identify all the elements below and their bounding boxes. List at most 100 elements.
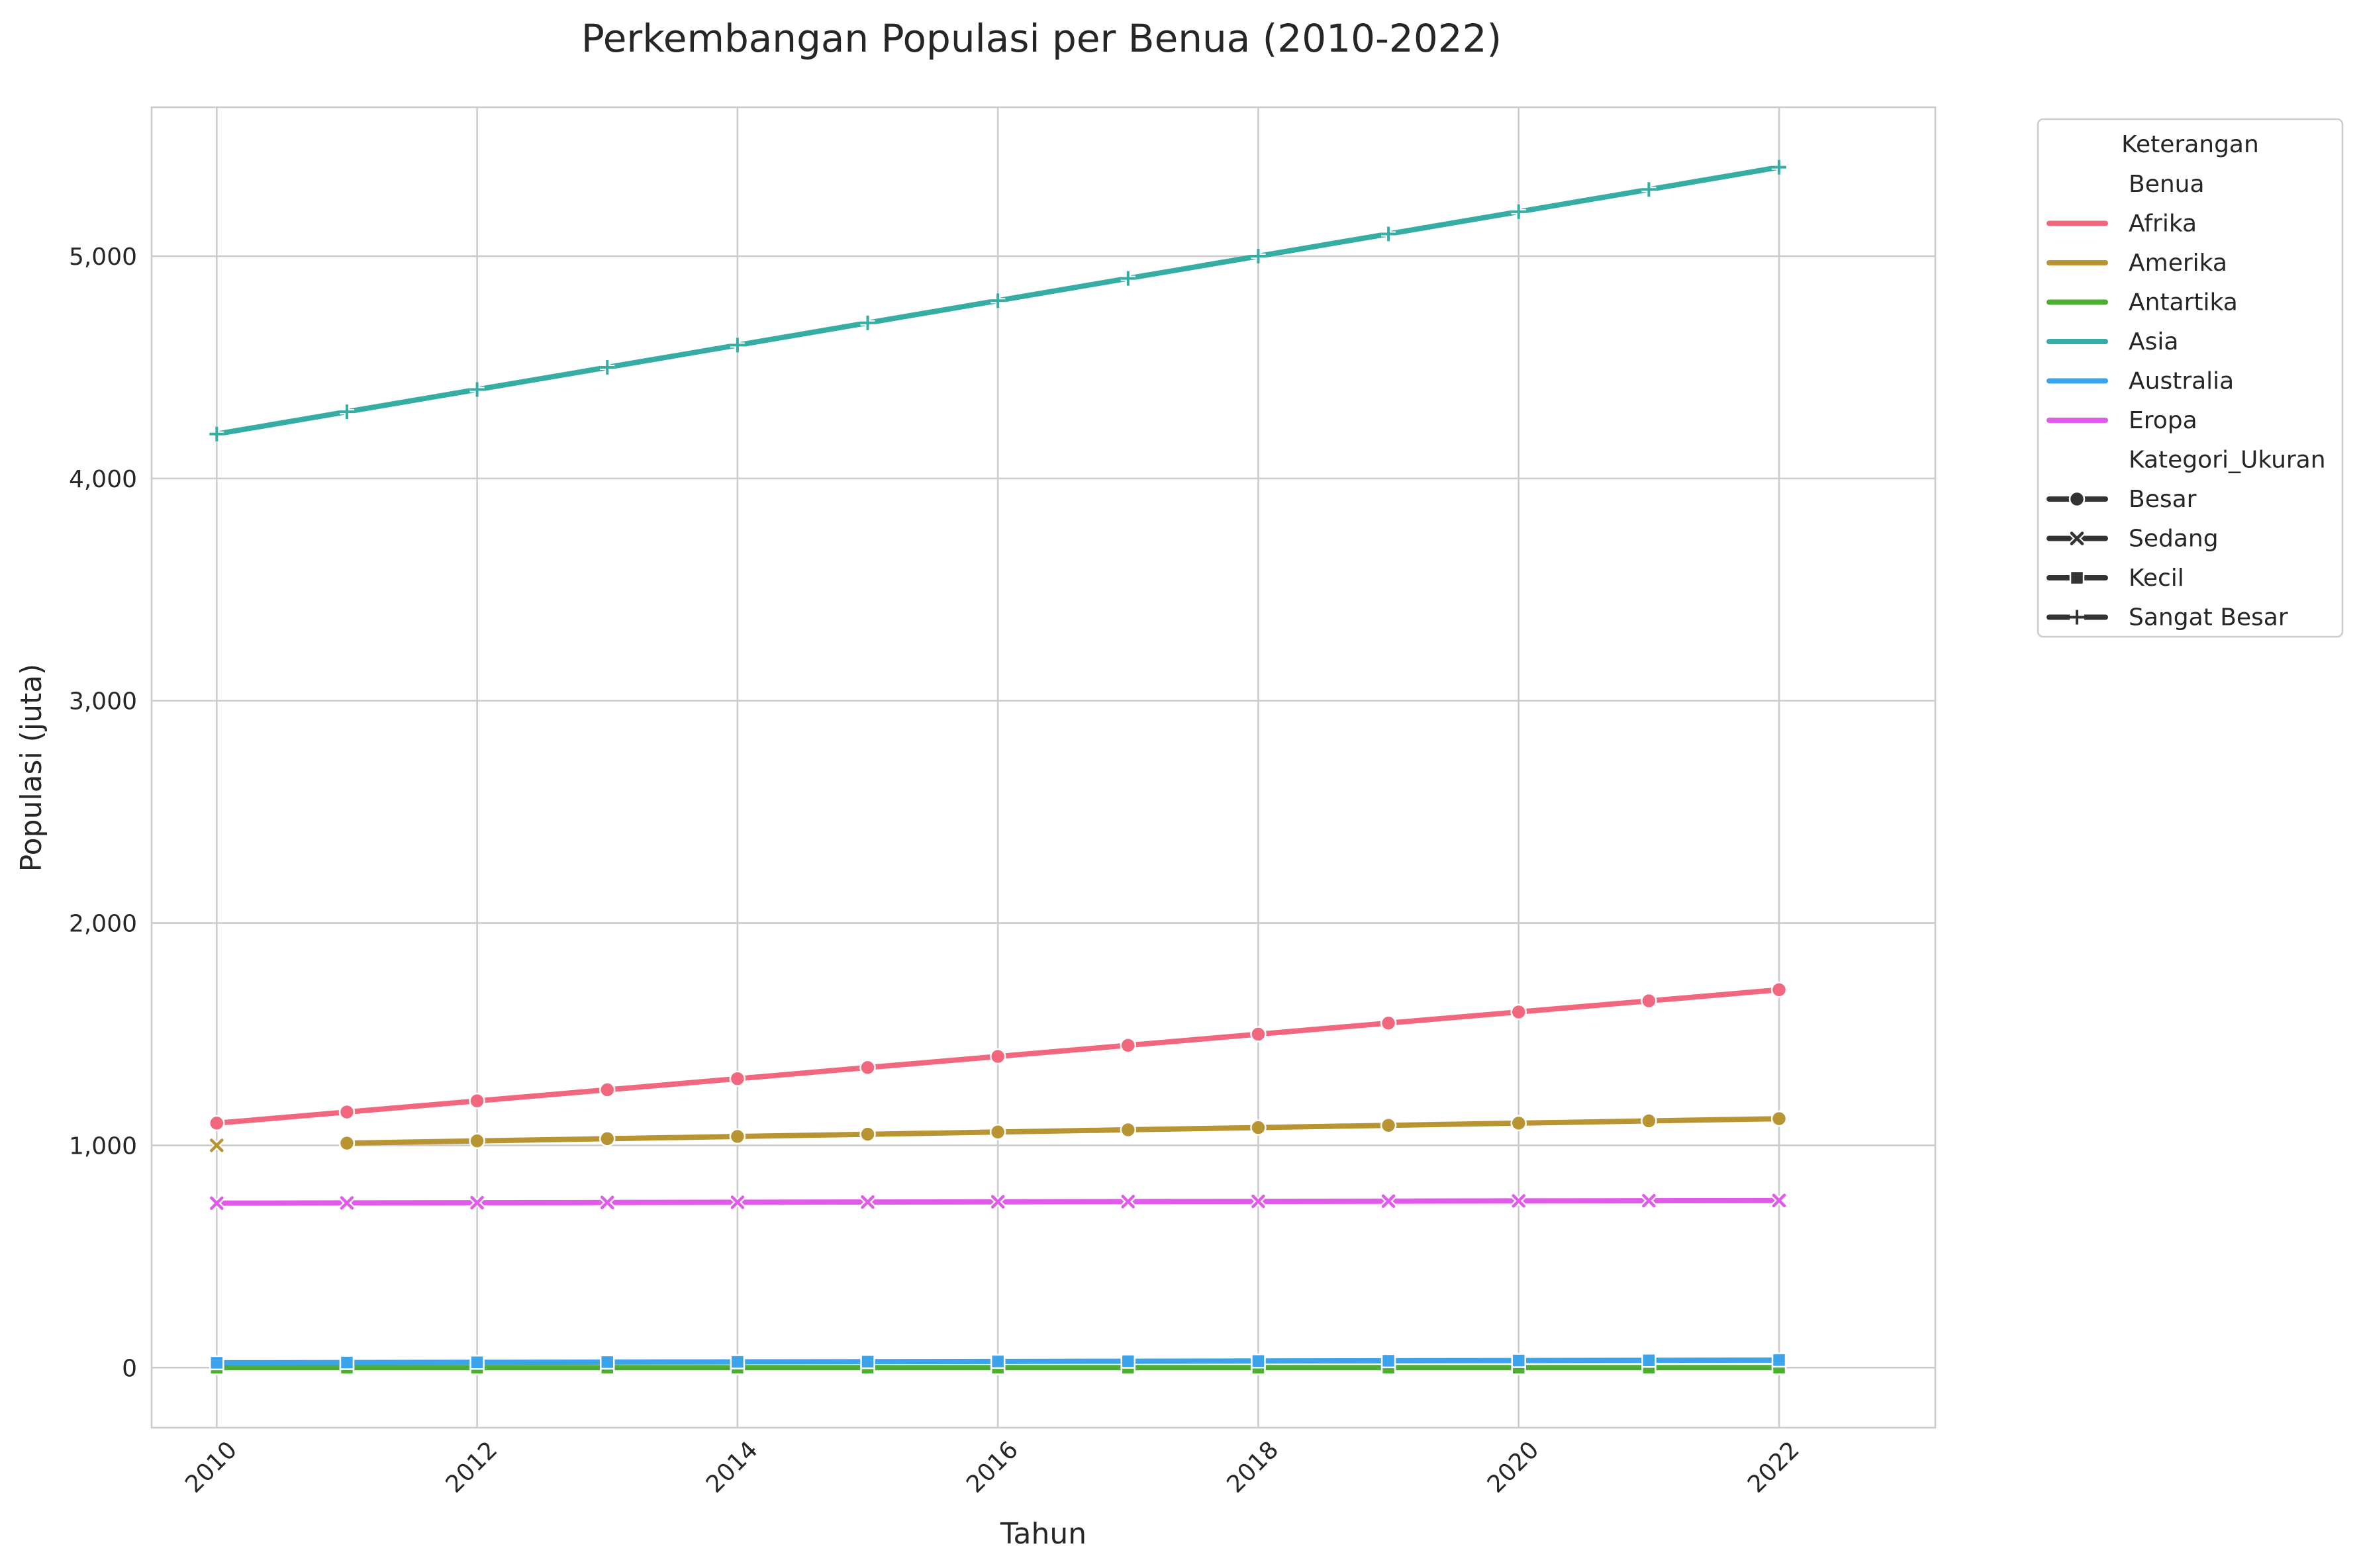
data-point-australia-shape	[469, 1355, 485, 1370]
legend-style-marker-shape	[2068, 490, 2086, 508]
data-point-afrika-shape	[209, 1115, 225, 1132]
data-point-asia-shape	[1120, 271, 1135, 286]
data-point-eropa-shape	[600, 1195, 614, 1210]
data-point-asia	[1381, 226, 1396, 242]
data-point-australia	[730, 1354, 746, 1369]
data-point-eropa-shape	[1251, 1194, 1265, 1209]
data-point-asia-shape	[339, 404, 354, 420]
x-tick-label: 2012	[441, 1436, 503, 1499]
legend-style-marker	[2070, 610, 2084, 625]
data-point-amerika	[989, 1124, 1006, 1140]
data-point-amerika-shape	[1250, 1119, 1267, 1136]
legend-style-marker-shape	[2069, 570, 2085, 586]
data-point-amerika	[599, 1130, 616, 1147]
legend-section-title: Kategori_Ukuran	[2129, 447, 2326, 474]
data-point-amerika	[1120, 1121, 1137, 1138]
data-point-amerika	[729, 1128, 746, 1145]
data-point-australia-shape	[209, 1355, 224, 1371]
data-point-australia-shape	[599, 1354, 615, 1370]
legend-style-marker	[2068, 530, 2086, 547]
data-point-asia	[600, 359, 615, 375]
data-point-australia	[1641, 1352, 1657, 1368]
x-axis-label: Tahun	[1000, 1517, 1086, 1551]
data-point-asia-shape	[1251, 249, 1266, 264]
legend-style-label: Sangat Besar	[2129, 604, 2288, 631]
data-point-australia	[339, 1355, 355, 1370]
data-point-amerika	[1641, 1113, 1657, 1129]
series-asia	[209, 160, 1787, 441]
grid-lines	[152, 107, 1935, 1428]
data-point-afrika-shape	[599, 1082, 616, 1098]
series-australia	[209, 1352, 1787, 1371]
data-point-eropa	[1380, 1193, 1397, 1210]
data-point-eropa	[989, 1193, 1006, 1211]
data-point-afrika-shape	[729, 1070, 746, 1087]
legend-box	[2037, 118, 2344, 638]
data-point-australia-shape	[1641, 1352, 1657, 1368]
data-point-eropa-shape	[1121, 1195, 1135, 1209]
data-point-australia-shape	[860, 1354, 875, 1369]
data-point-eropa	[859, 1193, 877, 1211]
data-point-eropa-shape	[1642, 1193, 1656, 1208]
series-amerika	[208, 1110, 1788, 1154]
data-point-eropa	[338, 1194, 356, 1211]
data-point-afrika-shape	[1641, 992, 1657, 1009]
legend-label-antartika: Antartika	[2129, 289, 2238, 316]
data-point-australia-shape	[1380, 1353, 1396, 1369]
y-tick-label: 0	[122, 1355, 137, 1382]
series-eropa	[208, 1192, 1788, 1212]
legend-items: Benua Afrika Amerika Antartika Asia Australia…	[2047, 171, 2326, 631]
data-point-australia	[1771, 1352, 1787, 1368]
data-point-afrika	[729, 1070, 746, 1087]
legend-label-eropa: Eropa	[2129, 407, 2197, 434]
legend-style-marker	[2069, 570, 2085, 586]
series-afrika	[209, 982, 1788, 1132]
data-point-australia-shape	[339, 1355, 355, 1370]
x-tick-label: 2022	[1743, 1436, 1805, 1499]
y-tick-label: 5,000	[69, 244, 137, 271]
data-point-eropa-shape	[730, 1195, 745, 1209]
data-point-asia	[1772, 160, 1787, 175]
data-point-amerika-shape	[989, 1124, 1006, 1140]
data-point-asia-shape	[990, 293, 1006, 308]
data-point-asia	[209, 426, 224, 441]
data-point-afrika	[859, 1059, 876, 1076]
data-point-eropa-shape	[470, 1195, 484, 1210]
data-point-eropa	[469, 1194, 486, 1211]
data-point-amerika-shape	[210, 1138, 224, 1152]
data-point-amerika-shape	[1120, 1121, 1137, 1138]
y-axis-label: Populasi (juta)	[15, 664, 48, 872]
data-point-australia-shape	[1511, 1353, 1526, 1368]
data-point-afrika-shape	[469, 1093, 485, 1109]
data-point-afrika-shape	[1250, 1026, 1267, 1042]
data-point-eropa	[1120, 1193, 1137, 1210]
data-point-afrika-shape	[1510, 1003, 1527, 1021]
data-point-asia	[469, 382, 485, 397]
data-point-australia	[469, 1355, 485, 1370]
data-point-amerika	[1770, 1110, 1788, 1127]
data-point-asia-shape	[1511, 204, 1526, 219]
data-point-afrika	[599, 1082, 616, 1098]
data-point-australia	[1251, 1353, 1266, 1369]
data-point-eropa	[1249, 1193, 1267, 1210]
legend-style-label: Sedang	[2129, 526, 2219, 553]
data-point-australia	[1511, 1353, 1526, 1368]
data-point-australia-shape	[730, 1354, 746, 1369]
data-point-asia-shape	[209, 426, 224, 441]
data-point-afrika-shape	[338, 1103, 356, 1121]
data-point-australia-shape	[1251, 1353, 1266, 1369]
data-point-eropa	[729, 1193, 746, 1211]
data-point-amerika-shape	[599, 1130, 616, 1147]
legend-style-label: Besar	[2129, 486, 2197, 513]
data-point-asia	[860, 315, 875, 330]
data-point-eropa	[1640, 1192, 1657, 1209]
x-tick-label: 2014	[701, 1436, 763, 1499]
data-point-eropa	[208, 1195, 225, 1212]
legend-label-australia: Australia	[2129, 368, 2234, 395]
x-tick-label: 2018	[1222, 1436, 1284, 1499]
data-point-asia	[730, 338, 745, 353]
data-point-eropa-shape	[210, 1196, 224, 1211]
data-point-australia-shape	[1771, 1352, 1787, 1368]
data-point-eropa-shape	[1381, 1194, 1396, 1209]
